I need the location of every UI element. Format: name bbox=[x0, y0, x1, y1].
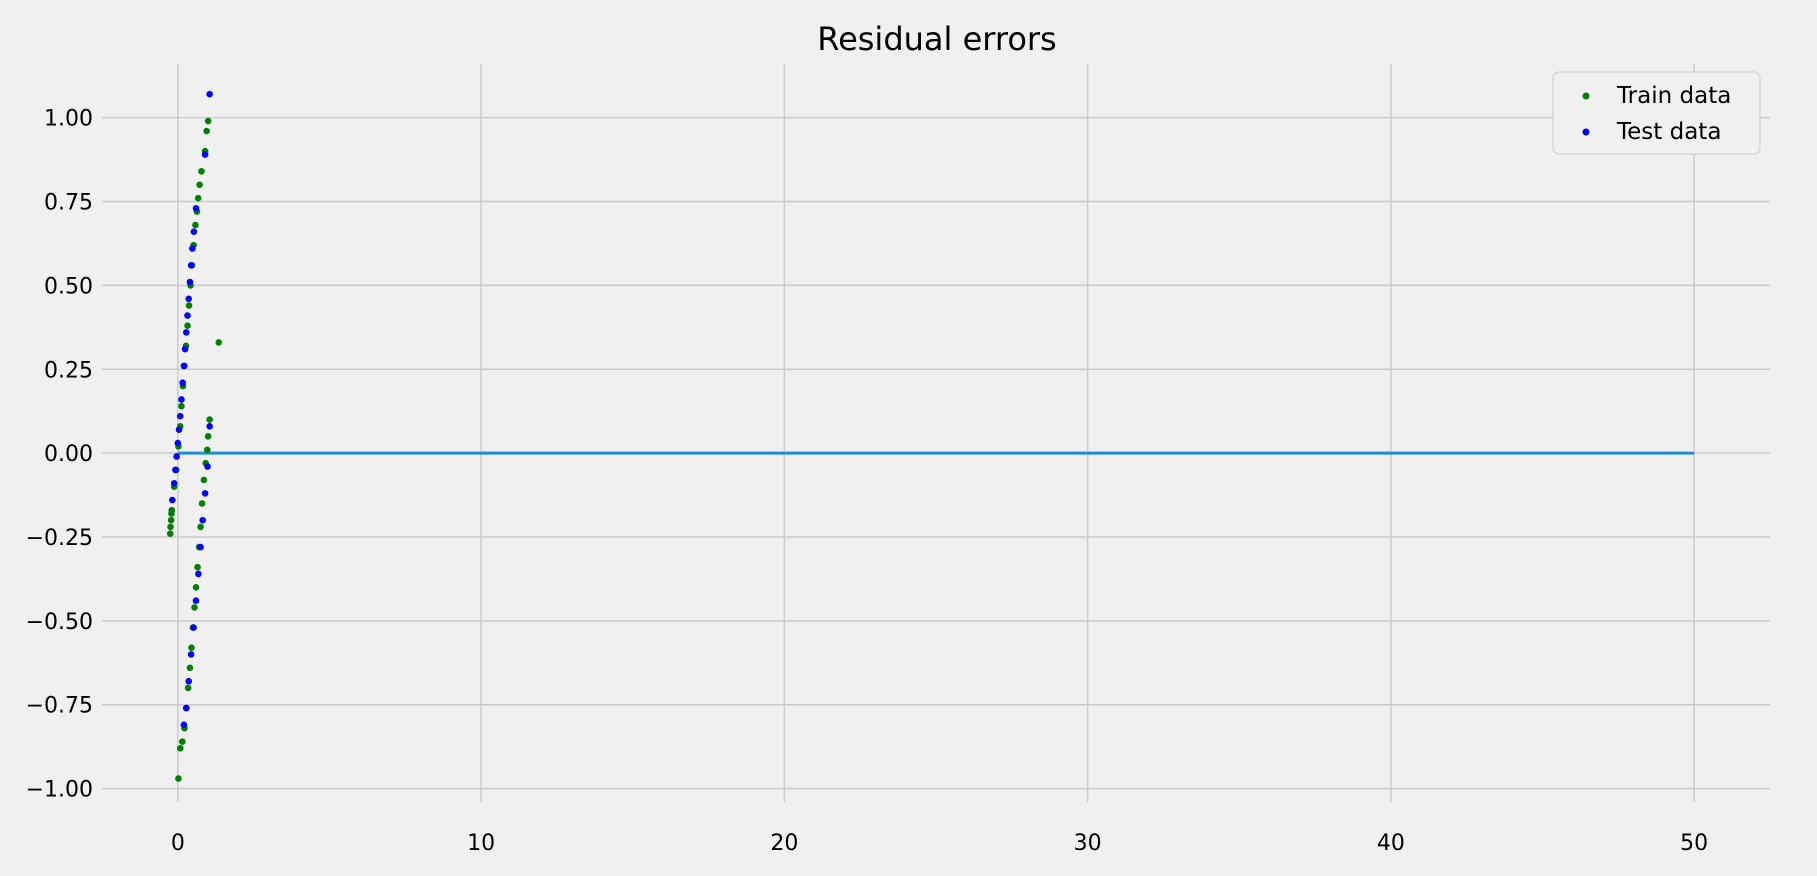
legend-box bbox=[1552, 71, 1761, 155]
data-point bbox=[175, 775, 182, 782]
data-point bbox=[180, 362, 188, 370]
data-point bbox=[196, 181, 203, 189]
legend-marker-test bbox=[1582, 128, 1590, 136]
data-point bbox=[174, 439, 182, 447]
data-point bbox=[191, 604, 198, 611]
data-point bbox=[201, 151, 209, 158]
data-point bbox=[186, 278, 194, 286]
data-point bbox=[204, 433, 212, 440]
legend: Train data Test data bbox=[1552, 71, 1761, 155]
data-point bbox=[192, 204, 200, 212]
data-point bbox=[198, 168, 205, 175]
series-train bbox=[166, 117, 223, 782]
data-point bbox=[181, 345, 189, 353]
data-point bbox=[198, 500, 206, 507]
data-point bbox=[185, 677, 193, 685]
data-point bbox=[188, 644, 195, 651]
x-tick-label: 30 bbox=[1074, 831, 1102, 856]
data-point bbox=[192, 221, 199, 229]
data-point bbox=[184, 684, 192, 692]
data-point bbox=[170, 480, 178, 487]
data-point bbox=[179, 379, 186, 386]
y-tick-label: −0.25 bbox=[26, 526, 93, 551]
data-point bbox=[179, 738, 186, 745]
legend-marker-train bbox=[1582, 92, 1590, 100]
data-point bbox=[206, 416, 213, 423]
data-point bbox=[178, 396, 185, 403]
data-point bbox=[168, 506, 176, 514]
y-tick-label: −0.50 bbox=[26, 610, 93, 635]
y-tick-label: −0.75 bbox=[26, 694, 93, 719]
data-point bbox=[176, 412, 184, 420]
data-point bbox=[184, 312, 191, 319]
data-point bbox=[167, 523, 174, 531]
data-point bbox=[189, 245, 196, 252]
data-point bbox=[197, 543, 204, 551]
chart-title: Residual errors bbox=[817, 20, 1056, 58]
data-point bbox=[187, 651, 195, 658]
y-tick-label: −1.00 bbox=[26, 778, 93, 803]
data-point bbox=[206, 90, 213, 98]
data-point bbox=[186, 664, 194, 672]
data-point bbox=[194, 563, 201, 571]
data-point bbox=[190, 624, 197, 631]
y-tick-label: 0.00 bbox=[44, 442, 93, 467]
data-point bbox=[199, 516, 206, 524]
data-point bbox=[203, 446, 211, 454]
data-point bbox=[204, 463, 211, 470]
data-point bbox=[185, 295, 193, 303]
data-point bbox=[204, 117, 212, 125]
data-point bbox=[197, 523, 204, 531]
x-tick-label: 0 bbox=[171, 831, 185, 856]
data-point bbox=[195, 570, 202, 578]
data-point bbox=[206, 422, 213, 430]
x-tick-label: 50 bbox=[1680, 831, 1708, 856]
data-point bbox=[184, 322, 191, 329]
data-point bbox=[187, 261, 195, 269]
data-point bbox=[203, 127, 210, 135]
y-tick-label: 1.00 bbox=[44, 107, 93, 132]
data-point bbox=[194, 194, 202, 202]
data-point bbox=[178, 402, 185, 410]
data-point bbox=[192, 584, 200, 591]
data-point bbox=[173, 453, 180, 460]
legend-label-train: Train data bbox=[1616, 83, 1731, 109]
data-point bbox=[169, 496, 176, 504]
data-point bbox=[185, 302, 193, 309]
data-point bbox=[190, 228, 198, 236]
x-tick-label: 40 bbox=[1377, 831, 1405, 856]
data-points bbox=[166, 90, 223, 782]
series-test bbox=[169, 90, 213, 729]
data-point bbox=[172, 466, 179, 474]
data-point bbox=[180, 721, 188, 729]
data-point bbox=[183, 329, 190, 336]
data-point bbox=[183, 704, 190, 712]
y-tick-label: 0.50 bbox=[44, 274, 93, 299]
x-tick-label: 20 bbox=[770, 831, 798, 856]
legend-label-test: Test data bbox=[1616, 119, 1721, 145]
data-point bbox=[176, 745, 184, 752]
data-point bbox=[167, 516, 175, 524]
data-point bbox=[201, 490, 209, 497]
y-tick-label: 0.25 bbox=[44, 358, 93, 383]
x-tick-label: 10 bbox=[467, 831, 495, 856]
data-point bbox=[215, 339, 223, 346]
data-point bbox=[200, 476, 208, 484]
tick-labels: 0 10 20 30 40 50 −1.00 −0.75 −0.50 −0.25 0.00 0.25 0… bbox=[26, 107, 1709, 856]
data-point bbox=[175, 426, 183, 433]
data-point bbox=[166, 530, 174, 537]
data-point bbox=[192, 597, 200, 605]
y-tick-label: 0.75 bbox=[44, 191, 93, 216]
